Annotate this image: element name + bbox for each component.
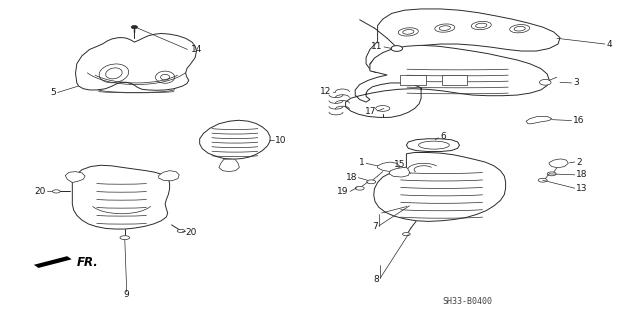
Text: 12: 12 [320,87,332,96]
Polygon shape [389,167,410,177]
Ellipse shape [391,46,403,51]
Ellipse shape [398,28,419,36]
Polygon shape [65,172,85,182]
Ellipse shape [435,24,455,32]
Ellipse shape [177,229,185,233]
Polygon shape [76,33,196,90]
Text: 11: 11 [371,42,383,51]
Polygon shape [378,162,400,172]
Text: 10: 10 [275,136,287,145]
Polygon shape [526,116,552,124]
Ellipse shape [403,30,414,34]
Ellipse shape [471,21,492,30]
Polygon shape [200,120,270,159]
Ellipse shape [161,74,170,80]
Text: 6: 6 [440,132,446,141]
Polygon shape [366,9,560,73]
Ellipse shape [403,233,410,236]
Ellipse shape [355,186,364,190]
Ellipse shape [547,172,556,176]
Polygon shape [374,152,506,221]
Text: 1: 1 [359,158,365,167]
Text: FR.: FR. [77,256,99,269]
Ellipse shape [367,180,376,184]
Polygon shape [346,45,549,117]
Ellipse shape [99,64,129,83]
Ellipse shape [52,190,60,193]
Text: 7: 7 [372,222,378,231]
Text: 18: 18 [346,173,357,182]
Text: 8: 8 [373,275,379,284]
Ellipse shape [439,26,451,30]
Text: 19: 19 [337,187,349,196]
Ellipse shape [509,25,530,33]
Ellipse shape [419,141,449,149]
Ellipse shape [156,71,175,83]
Ellipse shape [131,26,138,29]
Polygon shape [442,75,467,85]
Ellipse shape [476,23,487,28]
Text: 14: 14 [191,45,202,54]
Text: 20: 20 [186,228,197,237]
Text: 18: 18 [576,170,588,179]
Polygon shape [406,139,460,152]
Ellipse shape [538,178,547,182]
Text: 2: 2 [576,158,582,167]
Text: 9: 9 [124,290,129,299]
Text: 16: 16 [573,116,584,125]
Text: 3: 3 [573,78,579,87]
Ellipse shape [514,26,525,31]
Ellipse shape [120,236,130,240]
Polygon shape [72,165,170,229]
Ellipse shape [106,68,122,79]
Text: 15: 15 [394,160,405,169]
Text: 17: 17 [365,107,376,115]
Polygon shape [219,159,239,172]
Text: 5: 5 [51,88,56,97]
Polygon shape [34,256,72,268]
Text: 13: 13 [576,184,588,193]
Text: SH33-B0400: SH33-B0400 [442,297,492,306]
Text: 20: 20 [35,187,46,196]
Ellipse shape [376,106,390,111]
Polygon shape [400,75,426,85]
Text: 4: 4 [607,40,612,48]
Polygon shape [549,159,568,168]
Ellipse shape [540,79,551,85]
Polygon shape [159,171,179,181]
